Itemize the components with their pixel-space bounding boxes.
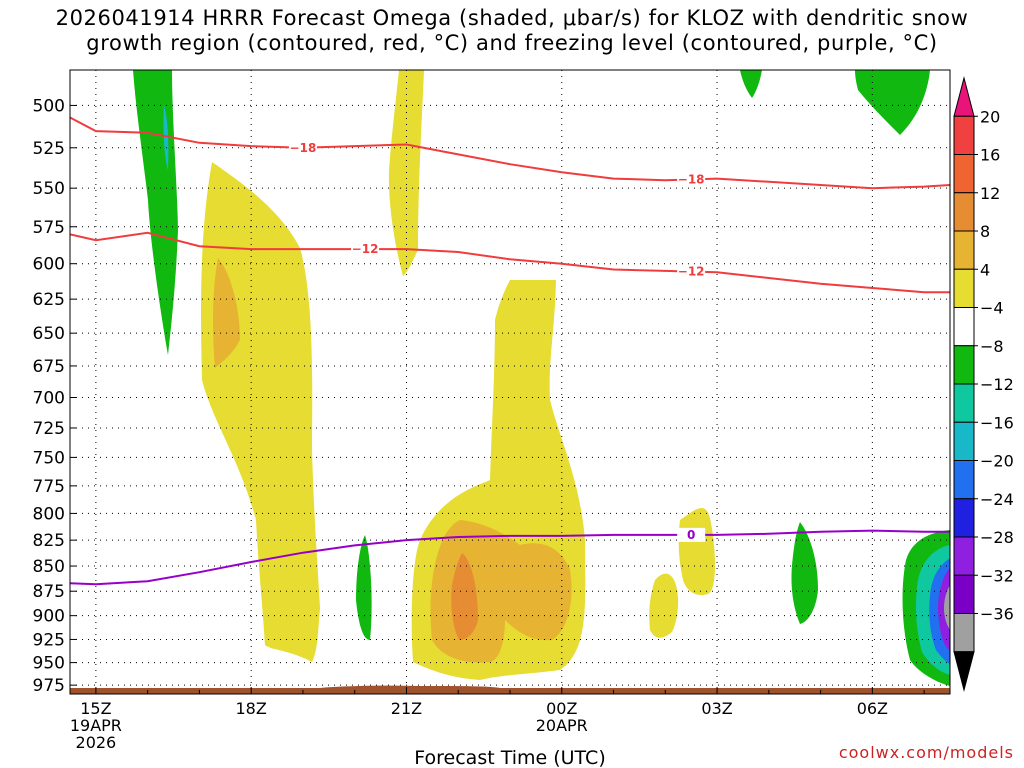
- colorbar-swatch: [953, 613, 975, 653]
- y-tick-label: 950: [33, 654, 65, 674]
- x-tick-sublabel: 2026: [76, 733, 117, 752]
- colorbar-label: −8: [980, 337, 1004, 356]
- omega-shading: [133, 70, 950, 686]
- colorbar-swatch: [953, 498, 975, 538]
- omega-region-rise-lowlevel-peak: [451, 553, 478, 640]
- y-tick-label: 525: [33, 139, 65, 159]
- colorbar-label: 20: [980, 107, 1000, 126]
- contour-label-bg: [677, 527, 706, 542]
- colorbar-swatch: [953, 536, 975, 576]
- contour-label: −18: [290, 141, 317, 155]
- contour-label: −18: [678, 172, 705, 186]
- watermark: coolwx.com/models: [838, 743, 1014, 762]
- y-tick-label: 750: [33, 448, 65, 468]
- plot-frame: [69, 69, 951, 695]
- colorbar-swatch: [953, 345, 975, 385]
- colorbar-label: −16: [980, 413, 1014, 432]
- colorbar-swatch: [953, 154, 975, 194]
- omega-region-sink-05z: [791, 522, 818, 624]
- x-tick-label: 18Z: [236, 699, 267, 718]
- grid-lines: [70, 70, 950, 694]
- y-tick-label: 675: [33, 357, 65, 377]
- y-tick-label: 800: [33, 504, 65, 524]
- colorbar-label: −20: [980, 452, 1014, 471]
- x-tick-label: 00Z: [546, 699, 577, 718]
- contour-label-bg: [677, 172, 706, 187]
- contour-label: −12: [678, 265, 705, 279]
- colorbar-label: −32: [980, 566, 1014, 585]
- colorbar-label: −4: [980, 299, 1004, 318]
- colorbar-label: −12: [980, 375, 1014, 394]
- y-tick-label: 975: [33, 676, 65, 696]
- title-line-2: growth region (contoured, red, °C) and f…: [86, 31, 938, 55]
- colorbar-swatch: [953, 307, 975, 347]
- colorbar-swatch: [953, 460, 975, 500]
- y-tick-label: 850: [33, 557, 65, 577]
- contour-label: 0: [687, 528, 695, 542]
- colorbar-swatch: [953, 76, 975, 117]
- colorbar-swatch: [953, 268, 975, 308]
- y-tick-label: 775: [33, 477, 65, 497]
- contour-line: [70, 231, 950, 294]
- y-tick-label: 625: [33, 290, 65, 310]
- y-tick-label: 725: [33, 419, 65, 439]
- x-tick-sublabel: 20APR: [536, 716, 588, 735]
- contour-label-bg: [677, 264, 706, 279]
- isotherm-contours: −18 −18 −12 −12 0: [70, 116, 950, 586]
- x-tick-label: 03Z: [701, 699, 732, 718]
- colorbar-label: −28: [980, 528, 1014, 547]
- contour-label-bg: [288, 140, 317, 155]
- x-axis-title: Forecast Time (UTC): [414, 747, 605, 768]
- colorbar-label: 8: [980, 222, 990, 241]
- colorbar-label: −36: [980, 605, 1014, 624]
- y-tick-label: 925: [33, 630, 65, 650]
- omega-region-rise-plume-core: [213, 258, 240, 368]
- colorbar: 20 16 12 8 4 −4 −8 −12 −16 −20 −24 −28 −32 −36: [953, 76, 1014, 692]
- omega-region-sink-upper-right-b: [740, 70, 762, 98]
- y-tick-label: 900: [33, 607, 65, 627]
- omega-region-rise-02z: [678, 508, 715, 596]
- colorbar-swatch: [953, 115, 975, 155]
- omega-region-sink-upper-right: [855, 70, 930, 135]
- y-tick-label: 825: [33, 531, 65, 551]
- y-tick-label: 700: [33, 389, 65, 409]
- colorbar-swatch: [953, 651, 975, 692]
- y-tick-label: 650: [33, 324, 65, 344]
- colorbar-label: 4: [980, 260, 990, 279]
- x-tick-label: 21Z: [391, 699, 422, 718]
- x-tick-label: 15Z: [80, 699, 111, 718]
- colorbar-swatch: [953, 574, 975, 614]
- omega-region-rise-02z-b: [649, 573, 679, 638]
- omega-region-strong-sink-4: [938, 568, 950, 651]
- chart-title: 2026041914 HRRR Forecast Omega (shaded, …: [0, 6, 1024, 56]
- y-tick-label: 550: [33, 179, 65, 199]
- y-tick-label: 575: [33, 218, 65, 238]
- colorbar-swatch: [953, 383, 975, 423]
- colorbar-swatch: [953, 421, 975, 461]
- terrain-bump: [320, 685, 500, 688]
- omega-region-strong-sink-5: [944, 585, 950, 630]
- contour-line: [70, 529, 950, 586]
- colorbar-label: −24: [980, 490, 1014, 509]
- y-tick-label: 875: [33, 582, 65, 602]
- x-tick-label: 06Z: [857, 699, 888, 718]
- colorbar-swatch: [953, 192, 975, 232]
- contour-label-bg: [351, 242, 380, 257]
- contour-label: −12: [352, 242, 379, 256]
- y-axis: 500 525 550 575 600 625 650 675 700 725 750 775 800 8…: [33, 96, 77, 696]
- x-tick-sublabel: 19APR: [70, 716, 122, 735]
- colorbar-label: 16: [980, 146, 1000, 165]
- colorbar-swatch: [953, 230, 975, 270]
- omega-region-sink-upper-core: [163, 105, 169, 170]
- contour-line: [70, 116, 950, 190]
- colorbar-label: 12: [980, 184, 1000, 203]
- y-tick-label: 600: [33, 255, 65, 275]
- y-tick-label: 500: [33, 96, 65, 116]
- title-line-1: 2026041914 HRRR Forecast Omega (shaded, …: [55, 6, 969, 30]
- omega-region-sink-20z: [356, 535, 372, 640]
